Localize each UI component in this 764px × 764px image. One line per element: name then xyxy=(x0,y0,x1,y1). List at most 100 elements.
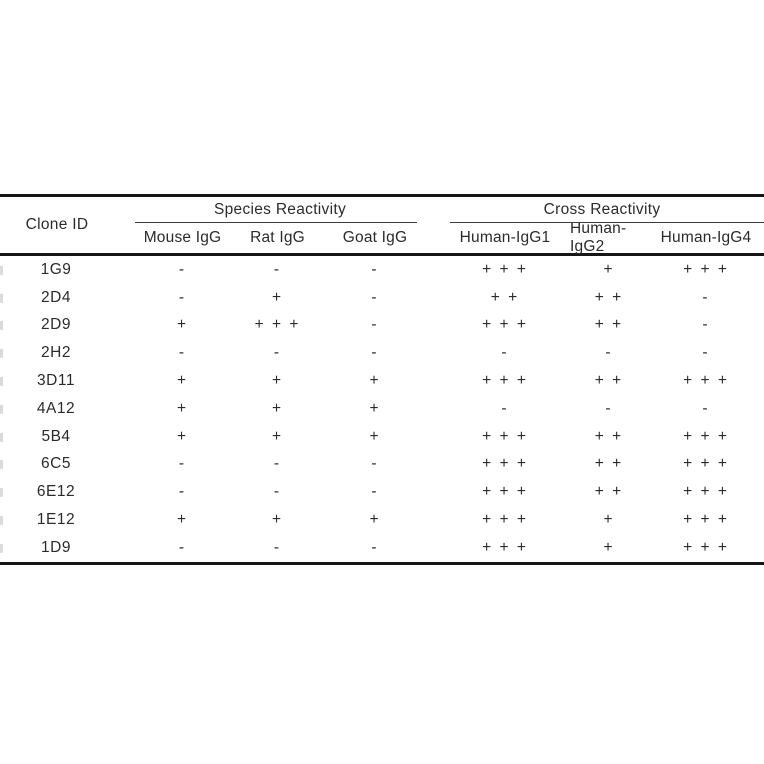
reactivity-value-cell: + + xyxy=(594,427,624,445)
reactivity-value-cell: + + + xyxy=(482,427,528,445)
reactivity-value-cell: - xyxy=(273,483,282,501)
reactivity-value-cell: - xyxy=(178,483,187,501)
reactivity-table: Clone ID Species Reactivity Cross Reacti… xyxy=(0,194,764,565)
reactivity-value-cell: + xyxy=(271,288,284,306)
column-header-human-igg4: Human-IgG4 xyxy=(660,229,752,246)
reactivity-value-cell: + + + xyxy=(482,316,528,334)
reactivity-value-cell: - xyxy=(501,399,509,417)
table-row: 2H2 - - - - - - xyxy=(0,339,764,367)
reactivity-value-cell: - xyxy=(371,260,379,278)
clone-id-cell: 1E12 xyxy=(36,511,76,529)
species-reactivity-group-header: Species Reactivity xyxy=(120,197,440,223)
clone-id-cell: 4A12 xyxy=(36,399,76,417)
reactivity-value-cell: + + xyxy=(594,372,624,390)
reactivity-value-cell: + xyxy=(176,511,189,529)
reactivity-value-cell: + + + xyxy=(482,455,528,473)
clone-id-cell: 6E12 xyxy=(36,483,76,501)
table-row: 2D4 - + - + + + + - xyxy=(0,284,764,312)
reactivity-value-cell: + xyxy=(271,399,284,417)
clone-id-cell: 3D11 xyxy=(37,372,75,390)
column-header-goat-igg: Goat IgG xyxy=(342,229,408,246)
reactivity-value-cell: + xyxy=(603,260,615,278)
reactivity-value-cell: - xyxy=(702,316,710,334)
reactivity-value-cell: - xyxy=(178,538,187,556)
reactivity-value-cell: + + xyxy=(594,455,624,473)
reactivity-value-cell: + + + xyxy=(482,511,528,529)
reactivity-value-cell: - xyxy=(702,288,710,306)
table-row: 1E12 + + + + + + + + + + xyxy=(0,506,764,534)
reactivity-value-cell: + + + xyxy=(683,427,729,445)
reactivity-value-cell: + + xyxy=(594,288,624,306)
table-row: 1D9 - - - + + + + + + + xyxy=(0,534,764,562)
table-row: 3D11 + + + + + + + + + + + xyxy=(0,367,764,395)
reactivity-value-cell: - xyxy=(371,316,379,334)
reactivity-value-cell: - xyxy=(501,344,509,362)
table-row: 6C5 - - - + + + + + + + + xyxy=(0,451,764,479)
clone-id-header: Clone ID xyxy=(25,216,89,233)
column-header-human-igg1: Human-IgG1 xyxy=(459,229,551,246)
reactivity-value-cell: - xyxy=(371,288,379,306)
reactivity-value-cell: - xyxy=(273,538,282,556)
reactivity-value-cell: + xyxy=(176,399,189,417)
table-row: 1G9 - - - + + + + + + + xyxy=(0,256,764,284)
reactivity-value-cell: + xyxy=(176,372,189,390)
reactivity-value-cell: - xyxy=(178,288,187,306)
reactivity-value-cell: - xyxy=(605,344,613,362)
reactivity-value-cell: - xyxy=(605,399,613,417)
table-row: 2D9 + + + + - + + + + + - xyxy=(0,312,764,340)
column-header-human-igg2: Human-IgG2 xyxy=(570,220,627,255)
species-group-underline xyxy=(135,222,417,223)
reactivity-value-cell: + + xyxy=(490,288,520,306)
reactivity-value-cell: - xyxy=(371,483,379,501)
clone-id-cell: 2D9 xyxy=(41,316,71,334)
reactivity-value-cell: + xyxy=(369,372,381,390)
column-header-rat-igg: Rat IgG xyxy=(250,229,305,246)
reactivity-value-cell: + xyxy=(176,427,189,445)
reactivity-value-cell: + xyxy=(369,399,381,417)
reactivity-value-cell: - xyxy=(178,455,187,473)
reactivity-value-cell: + xyxy=(271,511,284,529)
reactivity-value-cell: + + + xyxy=(683,455,729,473)
clone-id-cell: 1D9 xyxy=(41,538,71,556)
table-row: 4A12 + + + - - - xyxy=(0,395,764,423)
reactivity-value-cell: - xyxy=(371,455,379,473)
cross-reactivity-group-header: Cross Reactivity xyxy=(440,197,764,223)
reactivity-value-cell: + xyxy=(603,511,615,529)
reactivity-value-cell: + + + xyxy=(683,511,729,529)
reactivity-value-cell: + xyxy=(603,538,615,556)
reactivity-value-cell: + + + xyxy=(482,483,528,501)
table-row: 6E12 - - - + + + + + + + + xyxy=(0,478,764,506)
reactivity-value-cell: + + + xyxy=(683,538,729,556)
reactivity-value-cell: - xyxy=(178,260,187,278)
reactivity-value-cell: + + xyxy=(594,483,624,501)
reactivity-value-cell: + + + xyxy=(482,260,528,278)
reactivity-value-cell: + + + xyxy=(683,260,729,278)
reactivity-value-cell: - xyxy=(273,260,282,278)
reactivity-value-cell: + xyxy=(176,316,189,334)
reactivity-value-cell: + xyxy=(271,427,284,445)
table-row: 5B4 + + + + + + + + + + + xyxy=(0,423,764,451)
reactivity-value-cell: + + + xyxy=(254,316,301,334)
reactivity-value-cell: - xyxy=(273,344,282,362)
reactivity-value-cell: + xyxy=(271,372,284,390)
reactivity-value-cell: - xyxy=(371,344,379,362)
reactivity-value-cell: - xyxy=(371,538,379,556)
reactivity-value-cell: - xyxy=(178,344,187,362)
table-body: 1G9- - - + + + + + + +2D4- + - + + + + -2D9 + + + + -… xyxy=(0,256,764,562)
clone-id-cell: 6C5 xyxy=(41,455,71,473)
species-reactivity-label: Species Reactivity xyxy=(213,201,347,218)
reactivity-value-cell: + + + xyxy=(482,538,528,556)
reactivity-value-cell: + + + xyxy=(482,372,528,390)
reactivity-value-cell: - xyxy=(702,399,710,417)
reactivity-value-cell: + xyxy=(369,511,381,529)
cross-reactivity-label: Cross Reactivity xyxy=(543,201,661,218)
clone-id-cell: 2D4 xyxy=(41,288,71,306)
clone-id-cell: 1G9 xyxy=(40,260,72,278)
cross-group-underline xyxy=(450,222,764,223)
reactivity-value-cell: + + + xyxy=(683,372,729,390)
reactivity-value-cell: - xyxy=(273,455,282,473)
reactivity-value-cell: + + xyxy=(594,316,624,334)
clone-id-cell: 2H2 xyxy=(41,344,71,362)
table-header: Clone ID Species Reactivity Cross Reacti… xyxy=(0,197,764,256)
reactivity-value-cell: - xyxy=(702,344,710,362)
